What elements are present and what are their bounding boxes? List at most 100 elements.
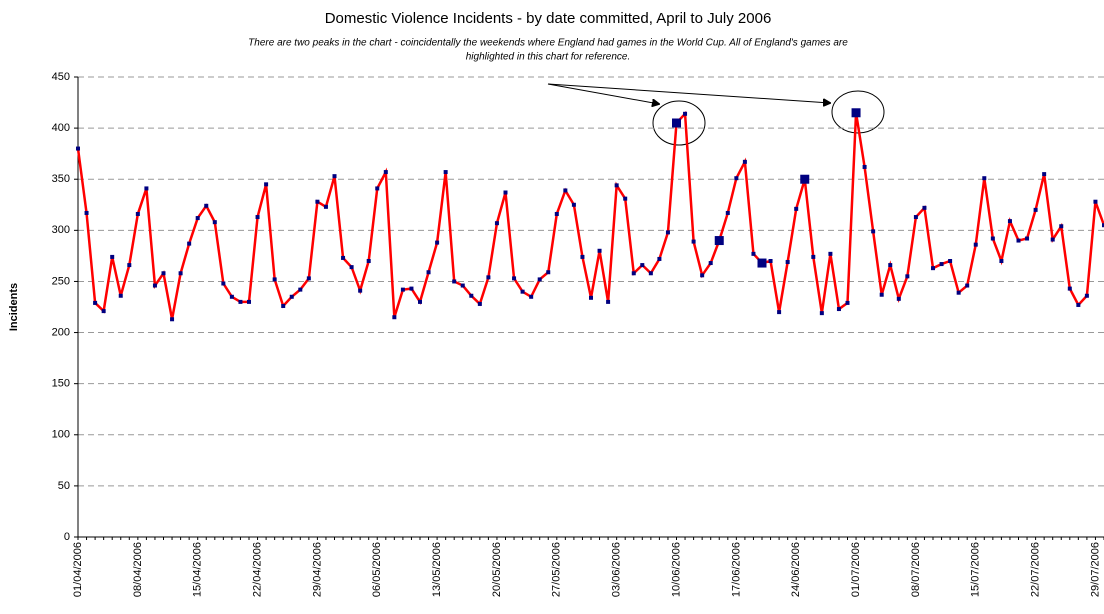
marker xyxy=(973,242,978,247)
marker xyxy=(657,256,662,261)
marker xyxy=(922,205,927,210)
marker xyxy=(631,271,636,276)
marker xyxy=(939,262,944,267)
marker xyxy=(537,277,542,282)
highlight-marker xyxy=(757,258,767,268)
marker xyxy=(931,266,935,271)
marker xyxy=(871,229,876,234)
marker xyxy=(913,215,918,220)
marker xyxy=(101,309,106,314)
marker xyxy=(161,271,166,276)
x-tick-label: 29/07/2006 xyxy=(1089,542,1101,597)
marker xyxy=(349,265,354,270)
marker xyxy=(1050,237,1055,242)
marker xyxy=(1007,219,1012,224)
marker xyxy=(418,299,422,304)
marker xyxy=(187,241,192,246)
marker xyxy=(170,317,175,322)
marker xyxy=(341,255,346,260)
y-tick-label: 50 xyxy=(58,480,70,492)
marker xyxy=(623,196,628,201)
marker xyxy=(400,287,405,292)
marker xyxy=(469,293,474,298)
marker xyxy=(836,307,841,312)
marker xyxy=(281,303,286,308)
marker xyxy=(443,170,448,175)
marker xyxy=(255,215,260,220)
y-tick-label: 100 xyxy=(52,429,70,441)
marker xyxy=(1067,286,1072,291)
marker xyxy=(606,299,611,304)
marker xyxy=(819,311,824,316)
marker xyxy=(828,251,833,256)
marker xyxy=(1016,238,1021,243)
marker xyxy=(648,271,653,276)
marker xyxy=(1059,224,1064,229)
marker xyxy=(264,182,269,187)
x-tick-label: 01/04/2006 xyxy=(72,542,84,597)
x-tick-label: 08/07/2006 xyxy=(910,542,922,597)
marker xyxy=(691,239,696,244)
marker xyxy=(862,164,867,169)
marker xyxy=(118,293,123,298)
marker xyxy=(144,186,149,191)
marker xyxy=(477,301,482,306)
marker xyxy=(563,188,568,193)
x-tick-label: 15/04/2006 xyxy=(192,542,204,597)
highlight-circle xyxy=(652,100,706,146)
highlight-marker xyxy=(851,108,861,118)
marker xyxy=(785,260,790,265)
marker xyxy=(597,248,602,253)
x-tick-label: 03/06/2006 xyxy=(611,542,623,597)
marker xyxy=(982,176,987,181)
marker xyxy=(811,254,816,259)
marker xyxy=(708,261,713,266)
marker xyxy=(93,300,98,305)
marker xyxy=(1084,293,1089,298)
x-tick-label: 15/07/2006 xyxy=(970,542,982,597)
marker xyxy=(460,283,465,288)
y-tick-label: 300 xyxy=(52,224,70,236)
marker xyxy=(375,186,380,191)
marker xyxy=(127,263,132,268)
x-tick-label: 06/05/2006 xyxy=(371,542,383,597)
y-tick-label: 450 xyxy=(52,71,70,83)
marker xyxy=(845,300,850,305)
x-tick-label: 29/04/2006 xyxy=(311,542,323,597)
marker xyxy=(1033,207,1038,212)
x-tick-label: 24/06/2006 xyxy=(790,542,802,597)
marker xyxy=(435,240,440,245)
marker xyxy=(529,294,534,299)
marker xyxy=(195,216,200,221)
marker xyxy=(896,296,901,301)
marker xyxy=(734,176,739,181)
arrow xyxy=(547,83,659,104)
highlight-marker xyxy=(672,118,681,128)
marker xyxy=(777,310,782,315)
marker xyxy=(700,273,705,278)
annotation xyxy=(547,83,885,146)
marker xyxy=(392,315,397,320)
marker xyxy=(229,294,234,299)
y-tick-label: 200 xyxy=(52,326,70,338)
marker xyxy=(751,251,756,256)
marker xyxy=(665,230,670,235)
subtitle: There are two peaks in the chart - coinc… xyxy=(248,38,848,49)
marker xyxy=(135,211,140,216)
marker xyxy=(212,220,217,225)
y-tick-label: 0 xyxy=(64,531,70,543)
marker xyxy=(452,279,457,284)
marker xyxy=(1025,236,1030,241)
x-tick-label: 27/05/2006 xyxy=(551,542,563,597)
y-tick-label: 350 xyxy=(52,173,70,185)
marker xyxy=(323,204,328,209)
arrow xyxy=(547,83,830,103)
marker xyxy=(152,283,157,288)
marker xyxy=(683,111,688,116)
marker xyxy=(247,299,251,304)
y-tick-label: 150 xyxy=(52,378,70,390)
marker xyxy=(794,206,799,211)
marker xyxy=(520,289,525,294)
x-tick-label: 01/07/2006 xyxy=(850,542,862,597)
